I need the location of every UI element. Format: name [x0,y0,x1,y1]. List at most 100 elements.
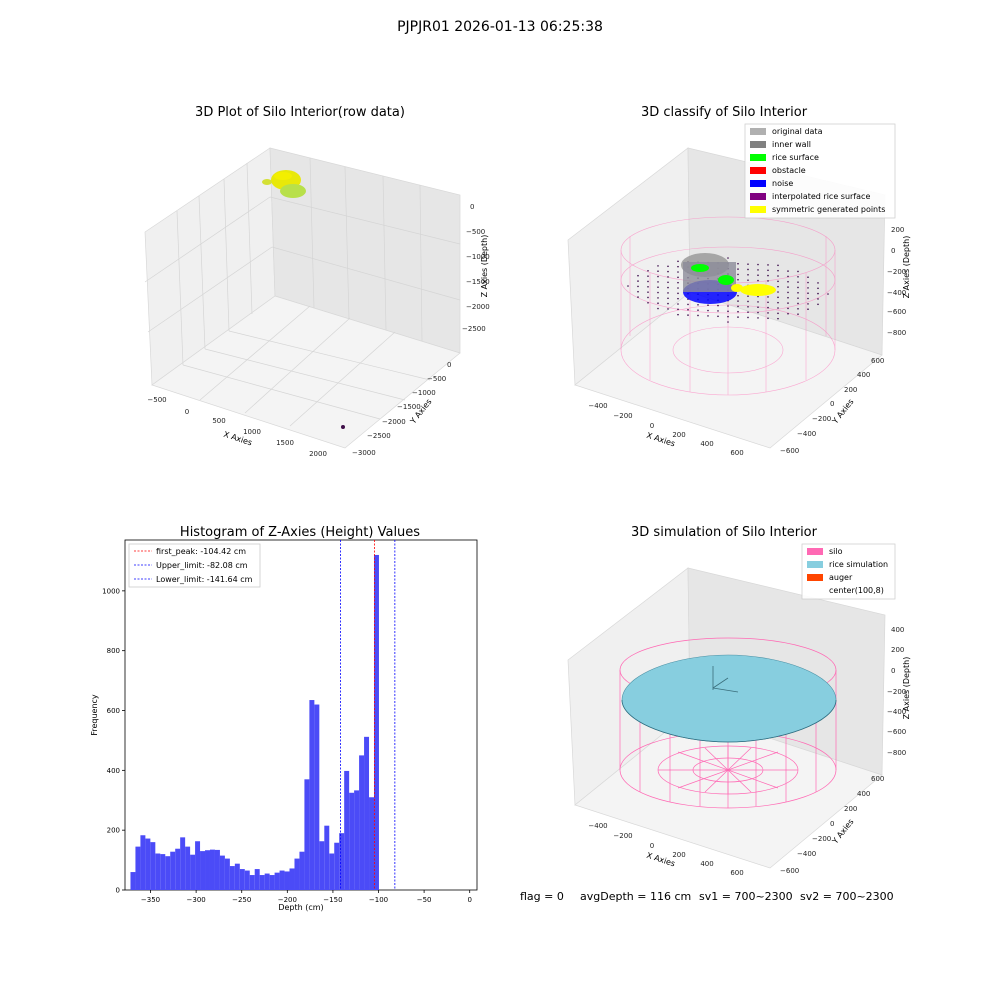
interpolated-point [667,302,669,305]
legend-swatch [807,548,823,555]
interpolated-point [827,293,829,295]
interpolated-point [797,308,799,310]
panel-raw-data: 3D Plot of Silo Interior(row data) −500 … [144,105,490,458]
interpolated-point [817,287,819,290]
x-tick: 500 [212,417,225,425]
z-tick: −800 [887,749,906,757]
y-axis-label: Frequency [90,694,99,736]
legend-entry: obstacle [772,166,806,175]
y-tick-label: 1000 [102,587,120,595]
interpolated-point [677,260,679,263]
panel-title: 3D simulation of Silo Interior [631,525,818,540]
status-avg-depth: avgDepth = 116 cm [580,890,691,903]
legend-swatch [750,141,766,148]
interpolated-point [747,295,749,297]
hist-bar [214,849,220,890]
interpolated-point [797,270,799,273]
y-tick: 200 [844,805,857,813]
x-tick: 400 [700,440,713,448]
hist-bar [135,846,141,890]
interpolated-point [657,302,659,305]
interpolated-point [797,276,799,278]
legend-swatch [750,180,766,187]
inner-wall-cluster [681,253,776,304]
interpolated-point [667,281,669,284]
interpolated-point [767,317,769,320]
y-tick: 0 [830,820,834,828]
interpolated-point [677,281,679,284]
interpolated-point [737,300,739,302]
legend: silo rice simulation auger center(100,8) [801,543,896,600]
y-tick: 400 [857,790,870,798]
x-tick: 1000 [243,428,261,436]
y-tick: −1500 [397,403,421,411]
interpolated-point [807,281,809,284]
hist-bar [165,856,171,890]
interpolated-point [657,307,659,310]
interpolated-point [747,306,749,308]
interpolated-point [747,279,749,281]
interpolated-point [777,285,779,288]
interpolated-point [807,287,809,289]
interpolated-point [757,311,759,314]
interpolated-point [737,268,739,270]
hist-bar [145,838,151,890]
z-tick: −400 [887,708,906,716]
interpolated-point [697,314,699,317]
y-tick: −400 [797,850,816,858]
hist-bar [364,736,370,890]
z-tick: −200 [887,268,906,276]
z-axis-label: Z Axies (Depth) [480,235,489,298]
hist-bar [314,704,320,890]
x-tick: 0 [650,422,654,430]
interpolated-point [787,291,789,294]
interpolated-point [787,312,789,315]
legend: original data inner wall rice surface ob… [744,123,896,219]
interpolated-point [657,291,659,294]
hist-bar [209,849,215,890]
interpolated-point [767,280,769,282]
interpolated-point [647,302,649,304]
interpolated-point [707,304,709,307]
interpolated-point [767,312,769,314]
axis-tick-labels: −400 −200 0 200 400 600 600 400 200 0 −2… [588,226,906,457]
interpolated-point [647,291,649,293]
x-tick-label: −150 [323,896,342,904]
pane-floor [151,295,461,449]
interpolated-point [777,312,779,315]
interpolated-point [777,264,779,267]
interpolated-point [657,281,659,283]
interpolated-point [747,268,749,271]
interpolated-point [757,274,759,277]
panel-simulation: 3D simulation of Silo Interior −400 −200 [567,525,911,877]
interpolated-point [687,303,689,306]
y-tick: 600 [871,357,884,365]
interpolated-point [757,263,759,266]
hist-bar [205,850,210,890]
interpolated-point [797,297,799,299]
interpolated-point [657,265,659,267]
interpolated-point [757,279,759,282]
x-tick: 0 [185,408,189,416]
interpolated-point [657,286,659,289]
interpolated-point [677,292,679,295]
interpolated-point [677,287,679,289]
legend-entry: auger [829,573,853,582]
interpolated-point [647,275,649,277]
hist-bar [319,841,325,890]
y-tick-label: 600 [107,707,120,715]
legend-swatch [750,167,766,174]
z-tick: −2500 [462,325,486,333]
hist-bar [369,797,374,890]
hist-bar [274,872,280,890]
y-axis-label: Y Axies [408,397,434,426]
z-tick: 0 [891,247,895,255]
interpolated-point [657,270,659,273]
interpolated-point [787,280,789,283]
hist-bar [219,855,225,890]
hist-bar [373,554,379,890]
interpolated-point [697,304,699,306]
x-tick-label: −200 [278,896,297,904]
interpolated-point [817,303,819,306]
x-ticks: −350 −300 −250 −200 −150 −100 −50 0 [141,890,472,904]
